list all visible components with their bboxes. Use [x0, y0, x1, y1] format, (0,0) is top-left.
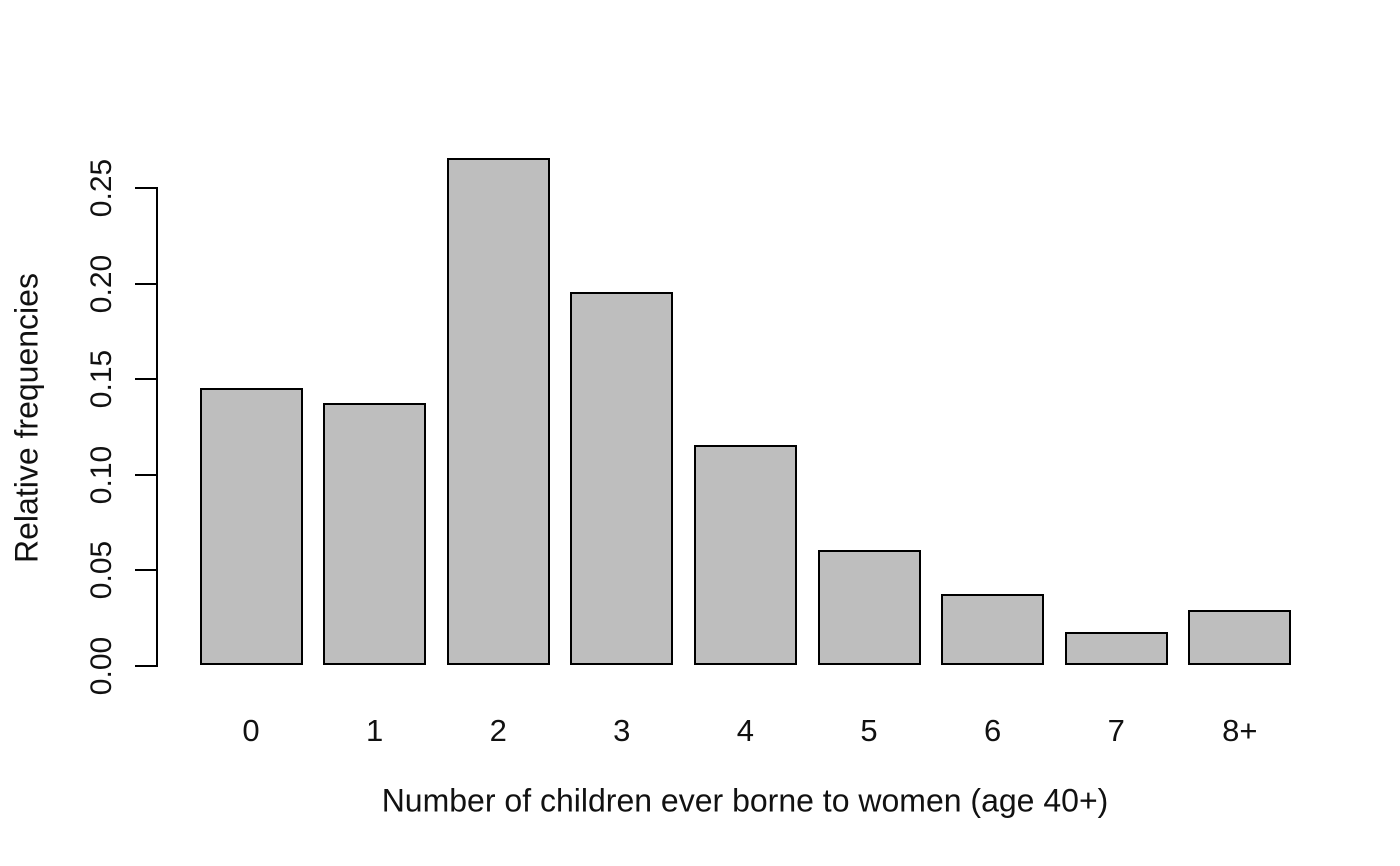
bar-1 [323, 403, 427, 665]
x-tick-label: 2 [489, 713, 507, 748]
bar-3 [570, 292, 674, 665]
bar-2 [446, 158, 550, 665]
y-tick-mark [135, 378, 156, 381]
bar-8+ [1188, 609, 1292, 665]
x-tick-label: 5 [860, 713, 878, 748]
y-tick-mark [135, 473, 156, 476]
bar-4 [693, 445, 797, 665]
x-tick-label: 0 [242, 713, 260, 748]
x-tick-label: 7 [1107, 713, 1125, 748]
y-tick-mark [135, 282, 156, 285]
y-tick-label: 0.00 [85, 636, 118, 696]
bar-5 [817, 550, 921, 665]
y-axis-line [156, 187, 158, 667]
x-tick-label: 4 [736, 713, 755, 748]
y-tick-label: 0.20 [85, 254, 118, 313]
y-tick-label: 0.10 [85, 445, 118, 504]
y-tick-label: 0.05 [85, 541, 118, 600]
y-tick-mark [135, 569, 156, 572]
x-axis-title: Number of children ever borne to women (… [381, 782, 1109, 819]
x-tick-label: 1 [365, 713, 384, 748]
y-tick-label: 0.15 [85, 349, 118, 409]
y-tick-label: 0.25 [85, 158, 118, 218]
y-axis-title: Relative frequencies [8, 273, 45, 563]
y-tick-mark [135, 187, 156, 189]
x-tick-label: 6 [983, 713, 1002, 748]
x-tick-label: 8+ [1222, 713, 1258, 748]
x-tick-label: 3 [613, 713, 631, 748]
bar-7 [1064, 632, 1168, 665]
bar-0 [199, 387, 303, 665]
y-tick-mark [135, 665, 156, 667]
bar-6 [941, 594, 1045, 665]
